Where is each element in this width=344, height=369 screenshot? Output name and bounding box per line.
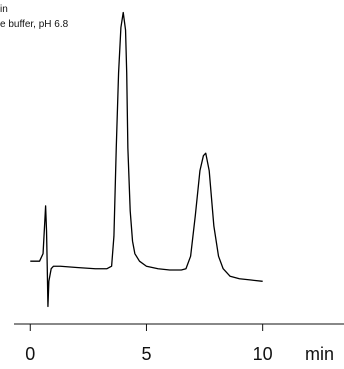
x-tick-label-0: 0 [25, 344, 35, 364]
x-axis: 0 5 10 [14, 323, 344, 364]
annotation-line-1: in [0, 4, 8, 15]
annotation-line-2: e buffer, pH 6.8 [0, 19, 69, 30]
x-tick-label-5: 5 [141, 344, 151, 364]
series-line-0 [30, 11, 263, 308]
plot-area [30, 11, 263, 308]
x-tick-label-10: 10 [253, 344, 273, 364]
x-axis-unit-label: min [305, 344, 334, 364]
